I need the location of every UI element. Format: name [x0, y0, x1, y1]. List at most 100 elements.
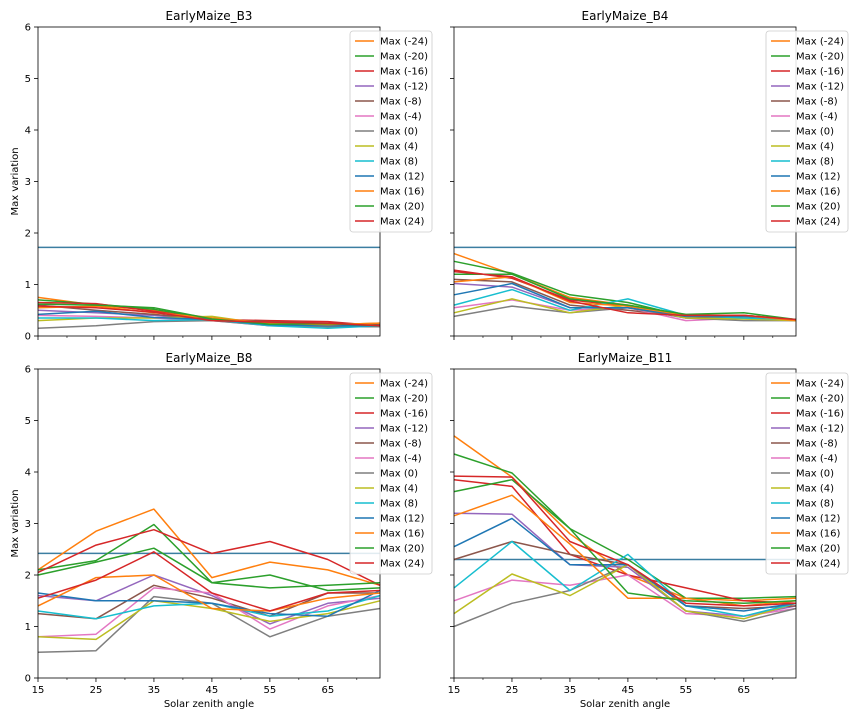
legend-label: Max (20) [796, 202, 840, 213]
legend-label: Max (20) [380, 544, 424, 555]
legend-label: Max (8) [380, 157, 418, 168]
legend-label: Max (-12) [796, 424, 844, 435]
legend-label: Max (8) [796, 157, 834, 168]
y-tick-label: 1 [25, 280, 31, 291]
legend-box [349, 30, 433, 233]
chart-title: EarlyMaize_B4 [582, 9, 669, 23]
series-line-9 [453, 288, 797, 321]
legend: Max (-24) Max (-20) Max (-16) Max (-12) Max … [349, 30, 433, 233]
y-axis-label: Max variation [10, 147, 21, 215]
legend-label: Max (20) [796, 544, 840, 555]
plot-frame [453, 368, 797, 679]
legend: Max (-24) Max (-20) Max (-16) Max (-12) Max … [765, 372, 849, 575]
legend-label: Max (0) [380, 127, 418, 138]
legend-label: Max (-16) [380, 67, 428, 78]
legend-label: Max (4) [380, 484, 418, 495]
x-axis-label: Solar zenith angle [580, 699, 670, 710]
legend-label: Max (16) [796, 529, 840, 540]
legend-label: Max (-4) [380, 454, 422, 465]
legend-label: Max (24) [796, 559, 840, 570]
legend-label: Max (16) [380, 187, 424, 198]
legend-box [765, 30, 849, 233]
series-line-10 [453, 517, 797, 612]
legend-label: Max (-8) [380, 97, 422, 108]
x-tick-label: 55 [679, 685, 692, 696]
legend-label: Max (24) [380, 559, 424, 570]
x-tick-label: 25 [506, 685, 519, 696]
x-tick-label: 25 [90, 685, 103, 696]
legend-label: Max (12) [796, 172, 840, 183]
series-line-11 [37, 574, 381, 612]
legend-label: Max (-4) [796, 112, 838, 123]
legend-label: Max (-24) [796, 37, 844, 48]
x-tick-label: 65 [737, 685, 750, 696]
legend-label: Max (16) [380, 529, 424, 540]
series-line-13 [453, 475, 797, 607]
plot-frame [37, 368, 381, 679]
series-line-10 [453, 282, 797, 321]
plot-frame [37, 26, 381, 337]
x-tick-label: 65 [321, 685, 334, 696]
legend-label: Max (4) [796, 142, 834, 153]
legend-box [349, 372, 433, 575]
x-axis-label: Solar zenith angle [164, 699, 254, 710]
y-tick-label: 0 [25, 332, 31, 343]
legend-label: Max (-4) [380, 112, 422, 123]
legend-label: Max (8) [796, 499, 834, 510]
series-line-10 [37, 589, 381, 617]
y-tick-label: 2 [25, 571, 31, 582]
chart-panel-4: EarlyMaize_B11 15 25 35 45 55 65 Solar zenith a… [448, 351, 849, 710]
legend-label: Max (-20) [796, 394, 844, 405]
plot-frame [453, 26, 797, 337]
series-line-9 [453, 540, 797, 617]
series-line-1 [37, 508, 381, 587]
legend-label: Max (4) [796, 484, 834, 495]
legend-label: Max (24) [796, 217, 840, 228]
series-line-12 [37, 547, 381, 589]
x-tick-label: 35 [564, 685, 577, 696]
x-tick-label: 15 [448, 685, 461, 696]
series-line-11 [453, 276, 797, 322]
legend-label: Max (12) [380, 514, 424, 525]
x-tick-label: 35 [148, 685, 161, 696]
legend-label: Max (-16) [796, 409, 844, 420]
y-tick-label: 3 [25, 177, 31, 188]
y-tick-label: 3 [25, 519, 31, 530]
y-tick-label: 2 [25, 229, 31, 240]
legend-label: Max (8) [380, 499, 418, 510]
legend-label: Max (-12) [380, 424, 428, 435]
series-line-2 [453, 453, 797, 599]
legend-label: Max (-12) [380, 82, 428, 93]
legend-label: Max (-20) [380, 52, 428, 63]
x-tick-label: 15 [32, 685, 45, 696]
series-line-11 [37, 305, 381, 326]
legend-label: Max (-24) [796, 379, 844, 390]
y-tick-label: 5 [25, 74, 31, 85]
y-tick-label: 4 [25, 126, 31, 137]
legend-label: Max (0) [796, 469, 834, 480]
series-line-13 [453, 270, 797, 321]
series-line-13 [37, 551, 381, 612]
y-tick-label: 1 [25, 622, 31, 633]
chart-panel-1: EarlyMaize_B3 0 1 2 3 4 5 6 Max variation Max (-2… [10, 9, 433, 343]
legend-label: Max (0) [796, 127, 834, 138]
y-tick-label: 6 [25, 23, 31, 34]
legend-label: Max (12) [380, 172, 424, 183]
series-line-13 [37, 305, 381, 327]
legend-label: Max (20) [380, 202, 424, 213]
legend: Max (-24) Max (-20) Max (-16) Max (-12) Max … [349, 372, 433, 575]
legend-label: Max (-16) [796, 67, 844, 78]
y-axis-label: Max variation [10, 489, 21, 557]
legend-label: Max (-8) [796, 97, 838, 108]
series-line-7 [37, 595, 381, 654]
series-line-12 [454, 273, 797, 321]
legend-label: Max (-8) [380, 439, 422, 450]
legend-label: Max (-8) [796, 439, 838, 450]
legend-label: Max (-24) [380, 37, 428, 48]
x-tick-label: 45 [206, 685, 219, 696]
legend: Max (-24) Max (-20) Max (-16) Max (-12) Max … [765, 30, 849, 233]
legend-label: Max (-20) [380, 394, 428, 405]
y-tick-label: 6 [25, 365, 31, 376]
